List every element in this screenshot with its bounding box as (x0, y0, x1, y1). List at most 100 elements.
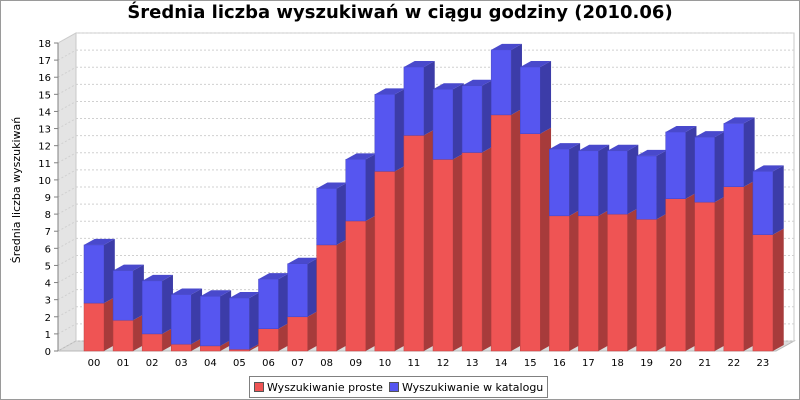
x-tick-label-08: 08 (320, 358, 333, 369)
grid-line-side (57, 135, 77, 147)
bar-catalog-09 (345, 159, 366, 222)
bar-catalog-top-14 (491, 43, 522, 50)
bar-catalog-top-23 (752, 165, 784, 172)
legend-swatch-catalog (388, 382, 399, 392)
bar-simple-20 (665, 198, 686, 352)
x-tick-label-12: 12 (437, 358, 450, 369)
bar-simple-11 (403, 135, 425, 352)
legend-item-catalog: Wyszukiwanie w katalogu (388, 380, 544, 394)
bar-catalog-side-10 (394, 88, 406, 172)
bar-catalog-23 (752, 171, 774, 235)
bar-simple-00 (83, 302, 105, 352)
bar-catalog-side-04 (220, 290, 232, 346)
bar-simple-18 (607, 213, 628, 352)
x-tick-label-21: 21 (698, 358, 711, 369)
x-tick-label-09: 09 (349, 358, 362, 369)
grid-line-side (57, 323, 77, 335)
x-tick-label-23: 23 (757, 358, 770, 369)
bar-catalog-07 (287, 263, 308, 318)
y-tick-label: 7 (45, 227, 51, 238)
bar-catalog-top-04 (200, 290, 232, 297)
bar-catalog-side-14 (511, 43, 522, 115)
bar-catalog-top-00 (84, 238, 115, 245)
bar-simple-side-06 (278, 322, 290, 351)
grid-line-side (57, 289, 77, 301)
bar-catalog-side-23 (772, 165, 784, 235)
bar-simple-side-23 (772, 228, 784, 351)
x-tick-label-02: 02 (146, 358, 159, 369)
bar-catalog-side-01 (133, 264, 144, 321)
bar-simple-21 (694, 201, 715, 352)
legend-label-simple: Wyszukiwanie proste (267, 380, 383, 394)
bar-simple-side-01 (133, 314, 144, 351)
x-tick-label-19: 19 (640, 358, 653, 369)
bar-catalog-side-00 (104, 238, 115, 304)
bar-catalog-side-06 (278, 273, 290, 329)
x-tick-label-20: 20 (669, 358, 682, 369)
bar-simple-side-07 (307, 310, 319, 351)
y-tick-label: 5 (45, 261, 51, 272)
bar-catalog-side-21 (714, 131, 726, 203)
x-tick-label-03: 03 (175, 358, 188, 369)
x-tick-label-22: 22 (727, 358, 740, 369)
grid-line-side (57, 340, 77, 352)
grid-line-side (57, 220, 77, 232)
x-tick-label-10: 10 (378, 358, 391, 369)
bar-catalog-side-20 (685, 125, 697, 199)
bar-catalog-14 (490, 49, 512, 116)
bar-catalog-02 (141, 280, 163, 335)
bar-catalog-side-15 (540, 60, 552, 134)
bar-catalog-side-19 (656, 149, 668, 220)
y-tick-label: 10 (38, 176, 51, 187)
bar-catalog-top-01 (113, 264, 144, 271)
bar-catalog-side-13 (482, 79, 493, 153)
bar-simple-07 (287, 316, 308, 352)
bar-simple-01 (112, 319, 134, 352)
y-tick-label: 15 (38, 90, 51, 101)
x-tick-label-13: 13 (466, 358, 479, 369)
bar-simple-side-11 (423, 129, 435, 351)
x-tick-label-06: 06 (262, 358, 275, 369)
bar-simple-side-05 (249, 343, 261, 351)
bar-catalog-11 (403, 66, 425, 136)
bar-catalog-side-02 (162, 274, 173, 334)
x-tick-label-04: 04 (204, 358, 217, 369)
bar-catalog-20 (665, 131, 686, 199)
grid-line-side (57, 272, 77, 283)
grid-line-side (57, 49, 77, 61)
bar-simple-side-09 (365, 214, 377, 351)
y-tick-label: 3 (45, 296, 51, 307)
bar-catalog-side-11 (423, 60, 435, 136)
bar-simple-side-18 (627, 208, 639, 351)
bar-catalog-side-16 (569, 143, 581, 216)
bar-catalog-side-17 (598, 144, 610, 216)
grid-line-side (57, 306, 77, 318)
y-tick-label: 13 (38, 125, 51, 136)
bar-catalog-10 (374, 94, 396, 172)
bar-simple-15 (520, 133, 541, 352)
legend-label-catalog: Wyszukiwanie w katalogu (401, 380, 544, 394)
bar-catalog-side-12 (453, 83, 464, 160)
bar-simple-14 (490, 114, 512, 352)
y-tick-label: 0 (45, 347, 51, 358)
bar-simple-side-20 (685, 192, 697, 351)
bar-catalog-03 (171, 294, 192, 345)
y-tick-label: 6 (45, 244, 51, 255)
bar-catalog-top-05 (229, 291, 261, 298)
bar-simple-side-04 (220, 339, 232, 351)
bar-simple-side-08 (336, 238, 348, 351)
bar-simple-19 (636, 218, 657, 352)
bar-simple-side-02 (162, 327, 173, 351)
x-tick-label-14: 14 (495, 358, 508, 369)
bar-catalog-top-19 (636, 149, 668, 156)
bar-simple-side-19 (656, 213, 668, 351)
grid-line-side (57, 255, 77, 266)
x-tick-label-00: 00 (88, 358, 101, 369)
grid-line-side (57, 118, 77, 129)
y-tick-label: 18 (38, 39, 51, 50)
bar-simple-02 (141, 333, 163, 352)
legend-item-simple: Wyszukiwanie proste (254, 381, 383, 394)
y-tick-label: 9 (45, 193, 51, 204)
bar-simple-side-15 (540, 127, 552, 351)
